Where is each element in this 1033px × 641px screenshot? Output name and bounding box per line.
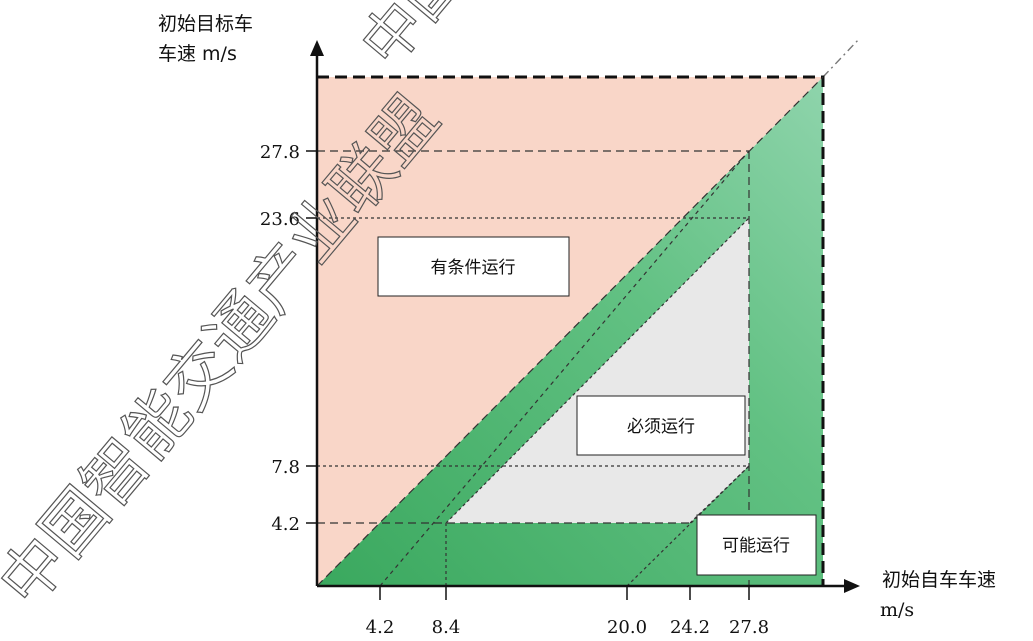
x-tick-label: 4.2 [366, 617, 395, 638]
y-tick-label: 4.2 [271, 514, 300, 535]
mandatory-label: 必须运行 [627, 417, 695, 437]
y-tick-label: 7.8 [271, 457, 300, 478]
watermark-top: 中国 [348, 0, 479, 80]
x-axis-title: 初始自车车速 [882, 569, 996, 591]
axes [310, 40, 860, 593]
y-tick-label: 23.6 [260, 209, 300, 230]
x-tick-label: 8.4 [432, 617, 461, 638]
x-tick-label: 20.0 [607, 617, 647, 638]
x-axis-ticks [379, 586, 750, 600]
conditional-label-box [377, 236, 570, 297]
y-axis-ticks [306, 150, 317, 524]
y-axis-title-unit: 车速 m/s [158, 43, 237, 65]
x-axis-title-unit: m/s [880, 599, 914, 621]
y-axis-title: 初始目标车 [158, 13, 253, 35]
x-tick-label: 27.8 [729, 617, 769, 638]
possible-label-box [696, 514, 817, 576]
mandatory-label-box [576, 395, 746, 456]
x-tick-label: 24.2 [670, 617, 710, 638]
guide-lines [316, 76, 824, 587]
y-tick-label: 27.8 [260, 142, 300, 163]
diagonal-reference-line [822, 37, 861, 78]
possible-label: 可能运行 [722, 536, 790, 556]
conditional-label: 有条件运行 [431, 258, 516, 278]
